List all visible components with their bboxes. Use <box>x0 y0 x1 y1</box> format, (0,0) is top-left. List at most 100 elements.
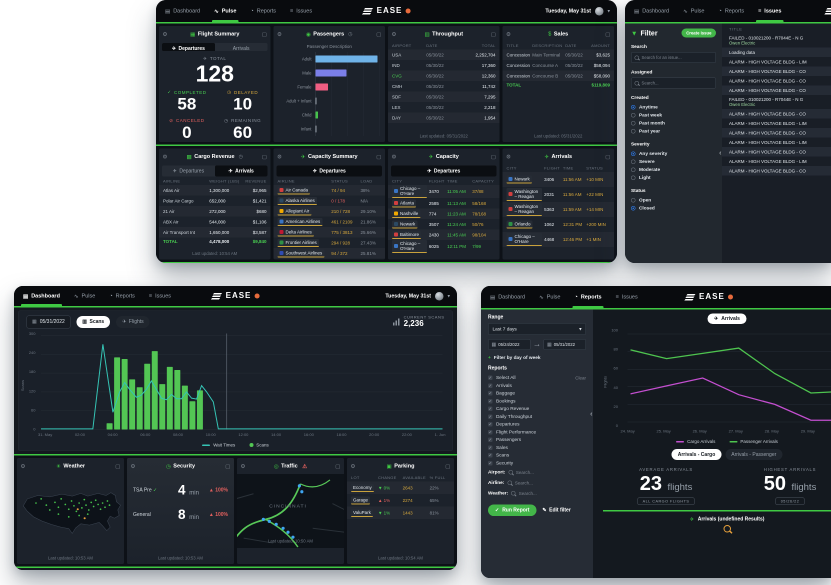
expand-icon[interactable]: ▢ <box>335 463 341 470</box>
report-checkbox-row[interactable]: Bookings <box>488 397 586 405</box>
table-row[interactable]: Baltimore 2430 11:45 AM 98/104 <box>388 230 500 241</box>
table-row[interactable]: Concession Concourse A 05/30/22 $58,094 <box>506 62 611 68</box>
radio-option[interactable]: Past week <box>631 111 716 119</box>
issue-row[interactable]: ALARM - HIGH VOLTAGE BLDG - LIM <box>729 120 807 126</box>
expand-icon[interactable]: ▢ <box>261 31 267 38</box>
toggle-arrivals-cargo[interactable]: Arrivals - Cargo <box>671 449 722 460</box>
date-to-input[interactable]: ▦ 05/31/2022 <box>543 339 586 350</box>
table-row[interactable]: CVG 05/30/22 12,360 <box>388 71 500 82</box>
table-row[interactable]: Alaska Airlines 0 / 178 N/A <box>274 196 386 207</box>
expand-icon[interactable]: ▢ <box>376 31 382 38</box>
chevron-down-icon[interactable]: ▾ <box>607 8 610 14</box>
expand-icon[interactable]: ▢ <box>376 153 382 160</box>
tab-departures[interactable]: ✈ Departures <box>172 168 205 174</box>
report-checkbox-row[interactable]: Flight Performance <box>488 428 586 436</box>
tab-departures[interactable]: ✈ Departures <box>391 165 497 177</box>
gear-icon[interactable]: ⚙ <box>240 463 246 470</box>
expand-icon[interactable]: ▢ <box>490 153 496 160</box>
tab-arrivals[interactable]: Arrivals <box>232 45 250 51</box>
report-checkbox-row[interactable]: Scans <box>488 452 586 460</box>
issue-row[interactable]: ALARM - HIGH VOLTAGE BLDG - CO <box>729 78 806 84</box>
table-row[interactable]: Air Transport Int 1,650,000 $3,587 <box>159 227 271 238</box>
nav-reports[interactable]: ◔ Reports <box>109 293 135 299</box>
radio-option[interactable]: Closed <box>631 204 716 212</box>
expand-icon[interactable]: ▢ <box>605 31 611 38</box>
expand-icon[interactable]: ▢ <box>225 463 231 470</box>
nav-issues[interactable]: ≡ Issues <box>756 0 784 22</box>
radio-option[interactable]: Open <box>631 196 716 204</box>
table-row[interactable]: LEX 05/30/22 2,218 <box>392 104 496 110</box>
radio-option[interactable]: Severe <box>631 158 716 166</box>
edit-filter-button[interactable]: ✎ Edit filter <box>542 507 571 514</box>
table-row[interactable]: Chicago – O'Hare 6025 12:11 PM 7/99 <box>388 240 500 253</box>
airline-filter[interactable]: Airline: Search... <box>488 480 533 486</box>
gear-icon[interactable]: ⚙ <box>162 31 168 38</box>
report-checkbox-row[interactable]: Departures <box>488 421 586 429</box>
table-row[interactable]: Nashville 774 11:23 AM 78/168 <box>388 209 500 220</box>
table-row[interactable]: Newark 3507 11:24 AM 50/76 <box>388 219 500 230</box>
stat-badge[interactable]: ALL CARGO FLIGHTS <box>637 497 695 505</box>
table-row[interactable]: Orlando 1062 12:31 PM +200 MIN <box>503 217 615 232</box>
table-row[interactable]: Concession Concourse B 05/30/22 $58,090 <box>503 71 615 82</box>
table-row[interactable]: Frontier Airlines 294 / 928 27.43% <box>274 238 386 249</box>
nav-issues[interactable]: ≡ Issues <box>615 294 638 300</box>
run-report-button[interactable]: ✓ Run Report <box>488 504 537 516</box>
issue-row[interactable]: ALARM - HIGH VOLTAGE BLDG - CO <box>722 128 831 138</box>
table-row[interactable]: American Airlines 461 / 2109 21.86% <box>274 217 386 228</box>
collapse-sidebar-icon[interactable]: ‹ <box>590 409 593 418</box>
nav-pulse[interactable]: ∿ Pulse <box>539 294 561 301</box>
gear-icon[interactable]: ⚙ <box>350 463 356 470</box>
stat-badge[interactable]: 05/26/22 <box>775 497 805 505</box>
issue-row[interactable]: Loading data <box>722 47 831 57</box>
arrivals-chart-pill[interactable]: ✈ Arrivals <box>707 313 747 324</box>
gear-icon[interactable]: ⚙ <box>506 31 511 38</box>
gear-icon[interactable]: ⚙ <box>506 153 511 160</box>
tab-arrivals[interactable]: ✈ Arrivals <box>214 165 268 177</box>
issue-row[interactable]: ALARM - HIGH VOLTAGE BLDG - LIM <box>729 139 807 145</box>
radio-option[interactable]: Past year <box>631 127 716 135</box>
assigned-search-input[interactable]: Search... <box>631 77 716 89</box>
table-row[interactable]: Concession Main Terminal 05/30/22 $3,625 <box>503 50 615 61</box>
table-row[interactable]: Polar Air Cargo 652,000 $1,421 <box>163 198 267 204</box>
nav-reports[interactable]: ◔ Reports <box>572 286 604 308</box>
tab-departures[interactable]: ✈ Departures <box>162 43 215 51</box>
date-picker[interactable]: ▦ 05/31/2022 <box>26 315 71 329</box>
gear-icon[interactable]: ⚙ <box>391 153 397 160</box>
nav-reports[interactable]: ◔ Reports <box>250 0 276 22</box>
table-row[interactable]: Atlas Air 1,300,000 $2,965 <box>159 185 271 196</box>
nav-issues[interactable]: ≡ Issues <box>290 0 312 22</box>
report-checkbox-row[interactable]: Daily Throughput <box>488 413 586 421</box>
table-row[interactable]: Newark 3406 11:56 AM +10 MIN <box>503 172 615 187</box>
nav-dashboard[interactable]: ▤ Dashboard <box>634 8 670 15</box>
gear-icon[interactable]: ⚙ <box>277 153 282 160</box>
report-checkbox-row[interactable]: Baggage <box>488 390 586 398</box>
flights-toggle[interactable]: ✈ Flights <box>116 315 150 328</box>
table-row[interactable]: Delta Airlines 775 / 3813 25.66% <box>274 227 386 238</box>
table-row[interactable]: Allegiant Air 210 / 728 29.10% <box>274 206 386 217</box>
table-row[interactable]: USA 05/30/22 2,252,704 <box>388 50 500 61</box>
nav-reports[interactable]: ◔ Reports <box>718 8 745 14</box>
table-row[interactable]: Washington – Reagan 2031 11:56 AM +22 MI… <box>503 187 615 202</box>
issue-row[interactable]: ALARM - HIGH VOLTAGE BLDG - LIM <box>729 158 807 164</box>
nav-pulse[interactable]: ∿ Pulse <box>73 293 96 300</box>
nav-dashboard[interactable]: ▤ Dashboard <box>21 286 62 306</box>
issue-row[interactable]: ALARM - HIGH VOLTAGE BLDG - CO <box>722 166 831 176</box>
tab-departures[interactable]: ✈ Departures <box>276 165 382 177</box>
avatar[interactable] <box>594 6 604 16</box>
gear-icon[interactable]: ⚙ <box>277 31 282 38</box>
report-checkbox-row[interactable]: Sales <box>488 444 586 452</box>
expand-icon[interactable]: ▢ <box>445 463 451 470</box>
table-row[interactable]: ABX Air 544,000 $1,106 <box>163 219 267 225</box>
nav-pulse[interactable]: ∿ Pulse <box>212 0 239 22</box>
scans-toggle[interactable]: ▥ Scans <box>76 315 111 328</box>
radio-option[interactable]: Anytime <box>631 103 716 111</box>
table-row[interactable]: Economy ▼ 0% 2643 22% <box>347 482 454 495</box>
expand-icon[interactable]: ▢ <box>605 153 611 160</box>
table-row[interactable]: Air Canada 74 / 94 38% <box>274 185 386 196</box>
issue-row[interactable]: FAILED - 010021200 - R7044E - N G Owen E… <box>729 35 804 46</box>
issue-row[interactable]: ALARM - HIGH VOLTAGE BLDG - LIM <box>729 59 807 65</box>
table-row[interactable]: DAY 05/30/22 1,954 <box>388 113 500 124</box>
report-checkbox-row[interactable]: Security <box>488 459 586 467</box>
table-row[interactable]: Chicago – O'Hare 4468 12:46 PM +1 MIN <box>503 232 615 247</box>
table-row[interactable]: Garage ▲ 1% 2274 65% <box>351 496 439 505</box>
